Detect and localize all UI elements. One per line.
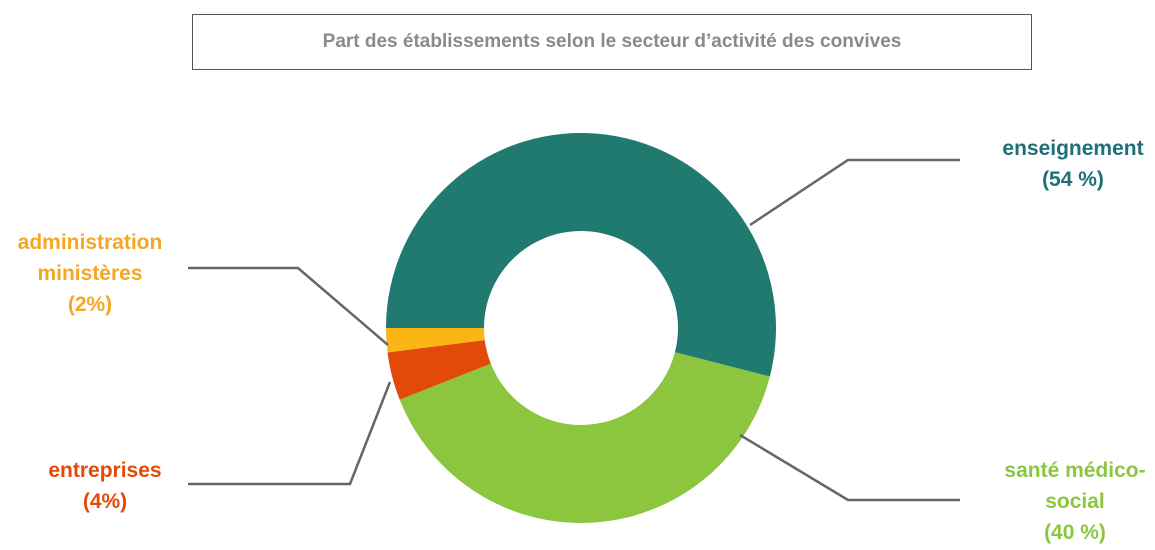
leader-line <box>739 433 960 502</box>
slice-label: enseignement (54 %) <box>988 133 1155 195</box>
slice-label: administration ministères (2%) <box>5 227 175 320</box>
value-label: (4%) <box>82 490 128 513</box>
value-label: (54 %) <box>1042 168 1104 191</box>
leader-line <box>188 266 389 346</box>
donut-segment <box>387 340 491 400</box>
donut-segment <box>386 133 776 377</box>
category-label: santé médico-social <box>1004 459 1146 513</box>
value-label: (40 %) <box>1044 521 1106 544</box>
leader-line <box>749 158 960 227</box>
slice-label: entreprises (4%) <box>20 455 190 517</box>
slice-label: santé médico-social (40 %) <box>990 455 1155 548</box>
value-label: (2%) <box>67 293 113 316</box>
donut-segment <box>386 328 485 353</box>
leader-line <box>188 381 392 486</box>
category-label: administration ministères <box>17 231 163 285</box>
donut-segment <box>399 352 770 524</box>
category-label: enseignement <box>1002 137 1144 160</box>
category-label: entreprises <box>48 459 162 482</box>
chart-title: Part des établissements selon le secteur… <box>192 14 1032 70</box>
leader-lines <box>188 158 960 502</box>
